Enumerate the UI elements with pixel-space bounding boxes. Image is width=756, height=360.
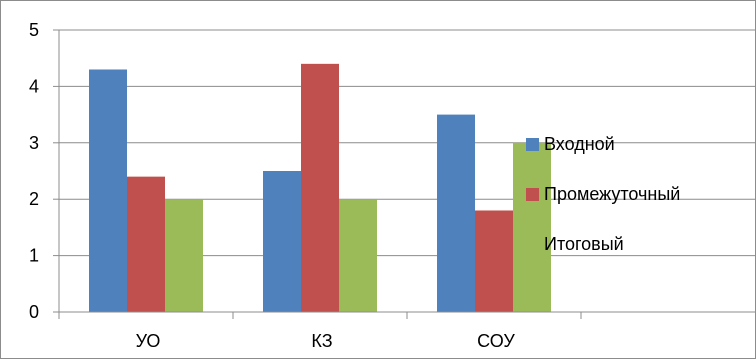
category-label: УО — [136, 331, 161, 351]
legend: Входной Промежуточный Итоговый — [526, 134, 680, 254]
category-label: СОУ — [477, 331, 515, 351]
bar — [89, 69, 127, 312]
x-category-labels: УО КЗ СОУ — [136, 331, 516, 351]
y-tick-label: 0 — [29, 302, 39, 322]
bar — [339, 199, 377, 312]
bar — [475, 210, 513, 312]
bar — [165, 199, 203, 312]
axes — [53, 29, 755, 319]
bars — [89, 63, 551, 313]
legend-swatch — [526, 188, 539, 201]
y-tick-label: 2 — [29, 189, 39, 209]
legend-swatch — [526, 138, 539, 151]
bar — [127, 176, 165, 312]
y-tick-labels: 0 1 2 3 4 5 — [29, 20, 39, 322]
y-tick-label: 1 — [29, 246, 39, 266]
legend-label: Промежуточный — [544, 184, 680, 204]
bar — [513, 142, 551, 312]
bar — [437, 114, 475, 312]
bar — [301, 63, 339, 313]
y-tick-label: 3 — [29, 133, 39, 153]
bar — [263, 171, 301, 312]
y-tick-label: 4 — [29, 76, 39, 96]
category-label: КЗ — [311, 331, 332, 351]
legend-label: Входной — [544, 134, 615, 154]
legend-label: Итоговый — [544, 234, 624, 254]
y-tick-label: 5 — [29, 20, 39, 40]
